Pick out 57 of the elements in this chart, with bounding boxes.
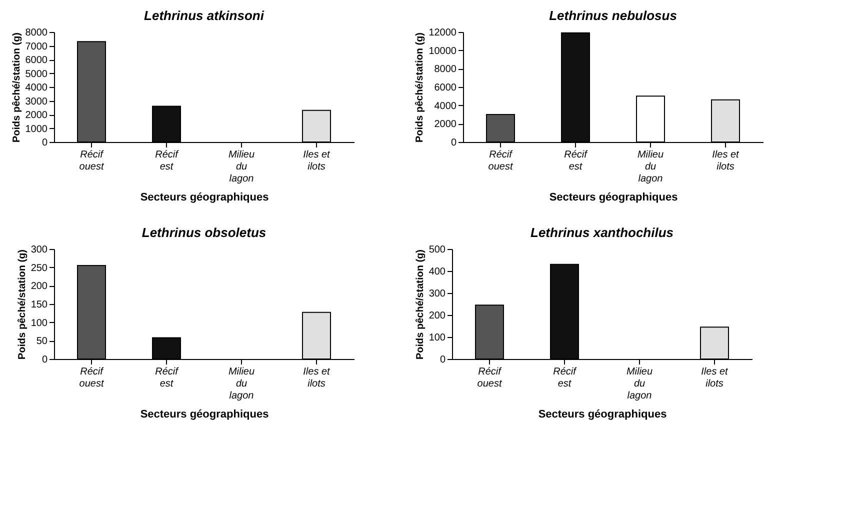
chart-title: Lethrinus obsoletus: [142, 225, 266, 240]
x-tick-label: Iles et ilots: [303, 366, 332, 390]
x-tick-label: Milieu du lagon: [626, 366, 653, 402]
y-tick-label: 4000: [434, 100, 457, 112]
x-tick-label: Récif ouest: [488, 150, 514, 172]
y-tick-label: 400: [428, 266, 446, 278]
x-axis-title: Secteurs géographiques: [549, 192, 678, 204]
y-tick-label: 6000: [25, 55, 48, 66]
x-tick-label: Iles et ilots: [712, 150, 740, 172]
x-axis-title: Secteurs géographiques: [140, 408, 269, 420]
y-axis-title: Poids pêché/station (g): [414, 249, 426, 360]
y-tick-label: 4000: [25, 82, 48, 94]
y-tick-label: 100: [30, 318, 48, 329]
y-tick-label: 6000: [434, 82, 457, 94]
x-axis-title: Secteurs géographiques: [140, 192, 269, 204]
y-tick-label: 200: [30, 281, 48, 292]
x-tick-label: Iles et ilots: [303, 150, 332, 172]
x-tick-label: Récif ouest: [79, 150, 105, 172]
y-tick-label: 0: [440, 354, 446, 366]
y-tick-label: 2000: [434, 119, 457, 130]
x-tick-label: Récif est: [155, 150, 180, 172]
y-tick-label: 250: [30, 262, 48, 274]
y-tick-label: 500: [428, 244, 446, 256]
y-tick-label: 100: [428, 332, 446, 344]
y-tick-label: 150: [30, 300, 48, 310]
y-tick-label: 3000: [25, 96, 48, 108]
x-tick-label: Milieu du lagon: [228, 366, 255, 402]
x-tick-label: Récif ouest: [477, 366, 503, 390]
x-tick-label: Récif ouest: [79, 366, 105, 390]
y-axis-title: Poids pêché/station (g): [16, 249, 28, 360]
y-tick-label: 8000: [434, 64, 457, 76]
y-tick-label: 50: [36, 336, 48, 348]
x-tick-label: Récif est: [564, 150, 588, 172]
y-tick-label: 1000: [25, 124, 48, 135]
x-tick-label: Iles et ilots: [701, 366, 730, 390]
y-tick-label: 8000: [25, 28, 48, 38]
y-tick-label: 10000: [428, 46, 457, 57]
y-tick-label: 300: [428, 288, 446, 300]
y-tick-label: 0: [450, 138, 457, 148]
y-axis-title: Poids pêché/station (g): [414, 32, 426, 143]
x-tick-label: Récif est: [553, 366, 578, 390]
y-tick-label: 2000: [25, 110, 48, 121]
y-tick-label: 0: [42, 138, 48, 148]
x-tick-label: Milieu du lagon: [637, 150, 664, 184]
x-axis-title: Secteurs géographiques: [538, 408, 667, 420]
x-tick-label: Milieu du lagon: [228, 150, 255, 184]
y-tick-label: 300: [30, 244, 48, 256]
y-tick-label: 5000: [25, 68, 48, 80]
chart-title: Lethrinus nebulosus: [549, 8, 677, 23]
x-tick-label: Récif est: [155, 366, 180, 390]
chart-title: Lethrinus atkinsoni: [144, 8, 264, 23]
y-tick-label: 7000: [25, 41, 48, 52]
y-tick-label: 0: [42, 354, 48, 366]
chart-title: Lethrinus xanthochilus: [530, 225, 674, 240]
y-tick-label: 200: [428, 310, 446, 322]
y-axis-title: Poids pêché/station (g): [11, 32, 22, 143]
y-tick-label: 12000: [428, 28, 457, 38]
